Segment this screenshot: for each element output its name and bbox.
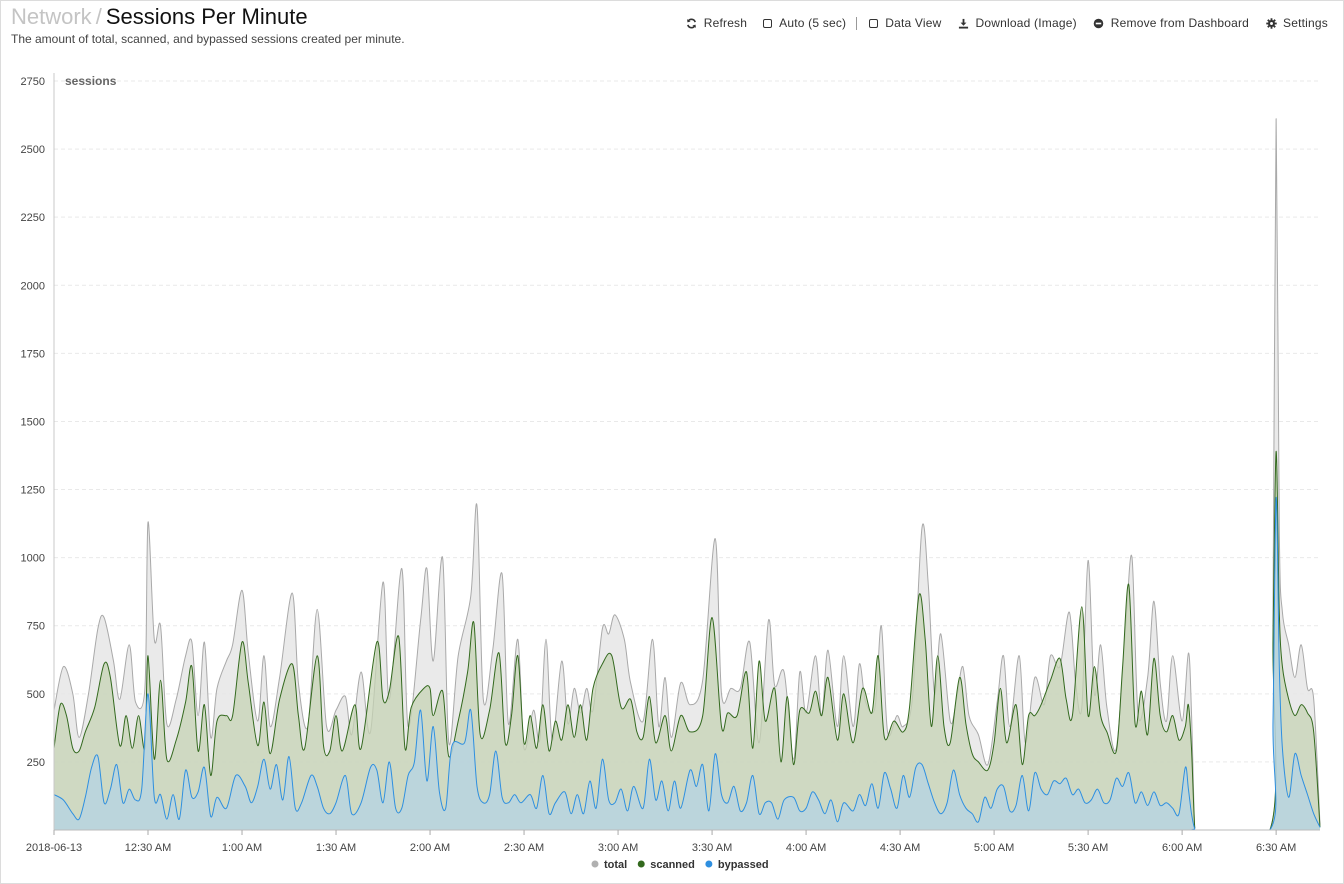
minus-circle-icon xyxy=(1093,17,1105,29)
legend-swatch-total xyxy=(591,860,599,868)
y-tick-label: 750 xyxy=(27,621,45,633)
download-icon xyxy=(958,17,970,29)
refresh-icon xyxy=(686,17,698,29)
y-tick-label: 2750 xyxy=(21,76,45,88)
x-tick-label: 2:00 AM xyxy=(410,842,450,854)
series-area-scanned xyxy=(54,451,1320,830)
y-tick-label: 2500 xyxy=(21,144,45,156)
toolbar-divider xyxy=(856,16,858,30)
breadcrumb-network[interactable]: Network xyxy=(11,4,92,29)
y-tick-label: 2250 xyxy=(21,212,45,224)
x-tick-label: 2:30 AM xyxy=(504,842,544,854)
page-subtitle: The amount of total, scanned, and bypass… xyxy=(11,32,405,46)
chart-series xyxy=(53,118,1321,831)
chart-axes: 250 500 750 1000 1250 1500 1750 2000 2250 2500 275… xyxy=(21,73,1320,854)
x-tick-label: 5:30 AM xyxy=(1068,842,1108,854)
auto-refresh-checkbox[interactable]: Auto (5 sec) xyxy=(763,16,846,30)
y-tick-label: 1250 xyxy=(21,485,45,497)
x-tick-label: 6:00 AM xyxy=(1162,842,1202,854)
legend-swatch-bypassed xyxy=(705,860,713,868)
data-view-label: Data View xyxy=(885,16,942,30)
gear-icon xyxy=(1265,17,1277,29)
settings-button[interactable]: Settings xyxy=(1265,16,1328,30)
refresh-button[interactable]: Refresh xyxy=(686,16,747,30)
y-tick-label: 2000 xyxy=(21,280,45,292)
y-tick-label: 1750 xyxy=(21,348,45,360)
x-tick-label: 4:00 AM xyxy=(786,842,826,854)
checkbox-icon xyxy=(869,18,879,28)
x-tick-label: 2018-06-13 xyxy=(26,842,82,854)
page-title: Sessions Per Minute xyxy=(105,4,308,29)
y-tick-label: 1500 xyxy=(21,416,45,428)
checkbox-icon xyxy=(763,18,773,28)
legend-item-bypassed[interactable]: bypassed xyxy=(718,859,769,871)
series-line-bypassed[interactable] xyxy=(53,497,1321,831)
x-tick-label: 5:00 AM xyxy=(974,842,1014,854)
x-tick-label: 6:30 AM xyxy=(1256,842,1296,854)
data-view-checkbox[interactable]: Data View xyxy=(869,16,941,30)
x-tick-label: 3:00 AM xyxy=(598,842,638,854)
refresh-label: Refresh xyxy=(703,16,748,30)
series-line-scanned[interactable] xyxy=(53,450,1321,831)
widget-header: Network / Sessions Per Minute The amount o… xyxy=(11,4,405,46)
y-tick-label: 500 xyxy=(27,689,45,701)
x-tick-label: 12:30 AM xyxy=(125,842,171,854)
settings-label: Settings xyxy=(1283,16,1328,30)
remove-from-dashboard-button[interactable]: Remove from Dashboard xyxy=(1093,16,1249,30)
download-label: Download (Image) xyxy=(975,16,1077,30)
auto-refresh-label: Auto (5 sec) xyxy=(779,16,847,30)
breadcrumb-separator: / xyxy=(95,4,102,29)
x-tick-label: 3:30 AM xyxy=(692,842,732,854)
legend-item-scanned[interactable]: scanned xyxy=(650,859,695,871)
remove-label: Remove from Dashboard xyxy=(1110,16,1250,30)
x-tick-label: 1:30 AM xyxy=(316,842,356,854)
y-axis-label: sessions xyxy=(65,74,117,88)
widget-toolbar: Refresh Auto (5 sec) Data View Download … xyxy=(670,16,1328,30)
y-tick-label: 1000 xyxy=(21,553,45,565)
y-tick-label: 250 xyxy=(27,757,45,769)
legend-item-total[interactable]: total xyxy=(604,859,627,871)
x-tick-label: 4:30 AM xyxy=(880,842,920,854)
legend-swatch-scanned xyxy=(637,860,645,868)
download-image-button[interactable]: Download (Image) xyxy=(958,16,1077,30)
chart-legend[interactable]: total scanned bypassed xyxy=(591,859,769,871)
x-tick-label: 1:00 AM xyxy=(222,842,262,854)
